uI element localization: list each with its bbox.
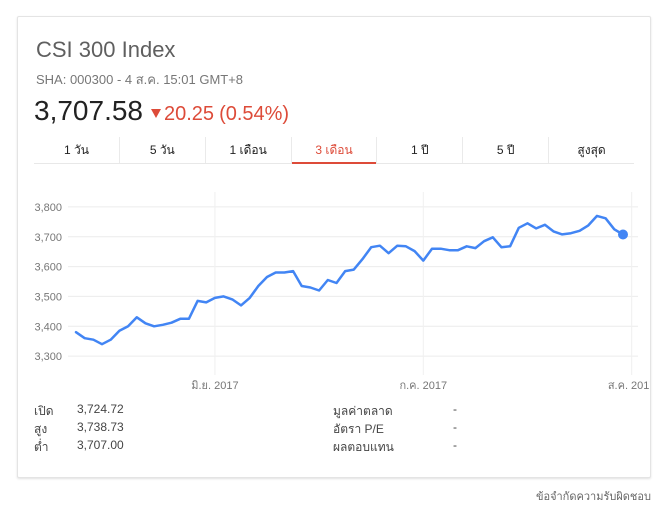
tab-1-year[interactable]: 1 ปี	[377, 137, 464, 163]
stat-value: -	[453, 402, 457, 416]
stat-label: สูง	[34, 422, 48, 436]
stat-value: -	[453, 438, 457, 452]
y-tick-label: 3,800	[34, 202, 62, 214]
stat-value: 3,724.72	[77, 402, 124, 416]
stock-card: CSI 300 Index SHA: 000300 - 4 ส.ค. 15:01…	[17, 16, 651, 478]
data-point-last	[618, 229, 628, 240]
change-percent: (0.54%)	[219, 103, 290, 125]
stat-low: ต่ำ 3,707.00	[34, 438, 124, 456]
y-tick-label: 3,400	[34, 321, 62, 333]
stat-value: -	[453, 420, 457, 434]
stats-right: มูลค่าตลาด - อัตรา P/E - ผลตอบแทน -	[333, 402, 457, 456]
tab-1-month[interactable]: 1 เดือน	[206, 137, 292, 163]
stat-yield: ผลตอบแทน -	[333, 438, 457, 456]
series-line	[74, 214, 625, 346]
stat-label: มูลค่าตลาด	[333, 404, 393, 418]
y-tick-label: 3,700	[34, 232, 62, 244]
tab-max[interactable]: สูงสุด	[577, 143, 606, 157]
time-range-tabs: 1 วัน 5 วัน 1 เดือน 3 เดือน 1 ปี 5 ปี สู…	[34, 137, 634, 164]
index-title: CSI 300 Index	[36, 37, 176, 62]
change-value: 20.25	[164, 103, 215, 125]
stat-value: 3,707.00	[77, 438, 124, 452]
y-tick-label: 3,500	[34, 291, 62, 303]
price-row: 3,707.58 20.25 (0.54%)	[34, 95, 289, 127]
stat-value: 3,738.73	[77, 420, 124, 434]
ticker-subtitle: SHA: 000300 - 4 ส.ค. 15:01 GMT+8	[36, 72, 244, 87]
y-tick-label: 3,300	[34, 351, 62, 363]
price-chart[interactable]: 3,800 3,700 3,600 3,500 3,400 3,300 มิ.ย. 2017…	[18, 187, 650, 397]
stat-label: เปิด	[34, 404, 54, 418]
x-tick-label: ก.ค. 2017	[399, 380, 447, 392]
tab-5-year[interactable]: 5 ปี	[463, 137, 550, 163]
tab-5-day[interactable]: 5 วัน	[120, 137, 206, 163]
y-tick-label: 3,600	[34, 262, 62, 274]
disclaimer-link[interactable]: ข้อจำกัดความรับผิดชอบ	[535, 491, 651, 503]
stat-label: ต่ำ	[34, 440, 49, 454]
stats-left: เปิด 3,724.72 สูง 3,738.73 ต่ำ 3,707.00	[34, 402, 124, 456]
stat-open: เปิด 3,724.72	[34, 402, 124, 420]
x-tick-label: ส.ค. 2017	[608, 380, 650, 392]
down-arrow-icon	[151, 109, 161, 118]
stat-pe-ratio: อัตรา P/E -	[333, 420, 457, 438]
x-tick-label: มิ.ย. 2017	[191, 380, 238, 392]
stat-market-cap: มูลค่าตลาด -	[333, 402, 457, 420]
tab-3-month[interactable]: 3 เดือน	[291, 137, 378, 164]
current-price: 3,707.58	[34, 95, 143, 126]
tab-1-day[interactable]: 1 วัน	[34, 137, 120, 163]
stat-label: ผลตอบแทน	[333, 440, 394, 454]
price-change: 20.25 (0.54%)	[151, 103, 289, 126]
stat-label: อัตรา P/E	[333, 422, 384, 436]
stat-high: สูง 3,738.73	[34, 420, 124, 438]
